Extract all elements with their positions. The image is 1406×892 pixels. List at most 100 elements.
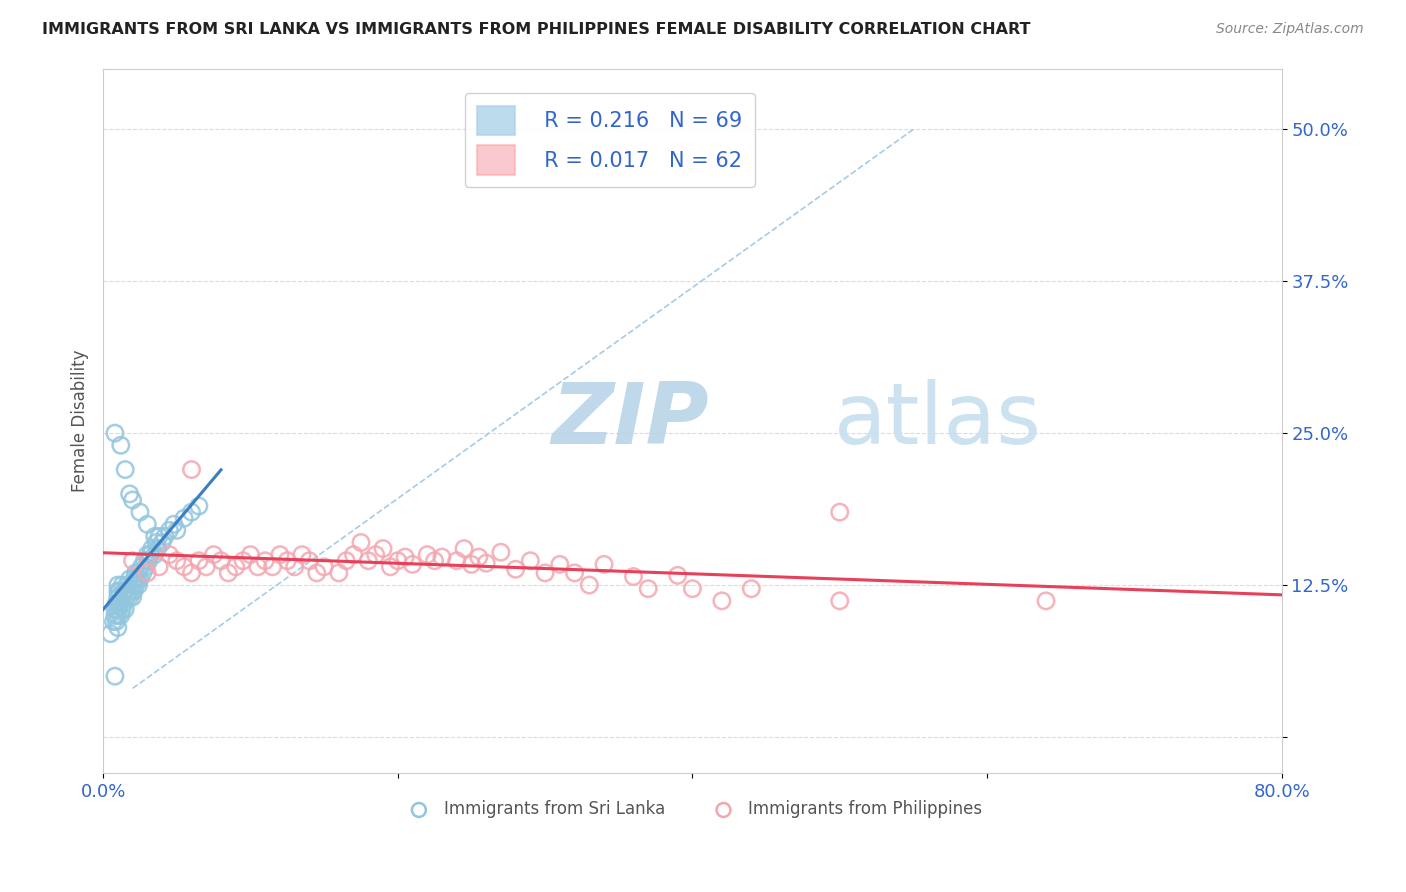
Point bbox=[145, 535, 167, 549]
Point bbox=[121, 578, 143, 592]
Point bbox=[548, 558, 571, 572]
Point bbox=[139, 548, 162, 562]
Point bbox=[107, 584, 129, 599]
Point bbox=[387, 554, 409, 568]
Point bbox=[117, 584, 139, 599]
Point bbox=[342, 548, 364, 562]
Point bbox=[107, 608, 129, 623]
Point bbox=[118, 487, 141, 501]
Point bbox=[110, 596, 132, 610]
Point bbox=[453, 541, 475, 556]
Point bbox=[202, 548, 225, 562]
Point bbox=[143, 529, 166, 543]
Point bbox=[104, 608, 127, 623]
Point bbox=[239, 548, 262, 562]
Point bbox=[159, 548, 181, 562]
Point bbox=[105, 596, 128, 610]
Point bbox=[131, 559, 153, 574]
Point bbox=[108, 584, 131, 599]
Point bbox=[166, 524, 188, 538]
Point bbox=[710, 594, 733, 608]
Point bbox=[118, 591, 141, 605]
Point bbox=[124, 566, 146, 580]
Point bbox=[104, 426, 127, 441]
Point bbox=[593, 558, 616, 572]
Point bbox=[103, 615, 125, 629]
Point bbox=[305, 566, 328, 580]
Point bbox=[121, 493, 143, 508]
Point bbox=[416, 548, 439, 562]
Point bbox=[217, 566, 239, 580]
Point bbox=[136, 566, 159, 580]
Point bbox=[276, 554, 298, 568]
Point bbox=[269, 548, 291, 562]
Point bbox=[225, 559, 247, 574]
Point bbox=[505, 562, 527, 576]
Point bbox=[166, 554, 188, 568]
Point bbox=[129, 572, 152, 586]
Point bbox=[380, 559, 402, 574]
Point bbox=[105, 615, 128, 629]
Point bbox=[135, 559, 157, 574]
Point bbox=[148, 529, 170, 543]
Point bbox=[195, 559, 218, 574]
Point bbox=[107, 602, 129, 616]
Point bbox=[328, 566, 350, 580]
Point bbox=[460, 558, 482, 572]
Point bbox=[127, 578, 149, 592]
Point bbox=[107, 596, 129, 610]
Point bbox=[578, 578, 600, 592]
Point bbox=[138, 554, 160, 568]
Point bbox=[209, 554, 232, 568]
Point bbox=[143, 548, 166, 562]
Point bbox=[423, 554, 446, 568]
Point bbox=[173, 559, 195, 574]
Point bbox=[129, 505, 152, 519]
Point bbox=[108, 596, 131, 610]
Legend: Immigrants from Sri Lanka, Immigrants from Philippines: Immigrants from Sri Lanka, Immigrants fr… bbox=[395, 794, 990, 825]
Text: ZIP: ZIP bbox=[551, 379, 709, 462]
Point bbox=[104, 602, 127, 616]
Point bbox=[740, 582, 762, 596]
Point bbox=[180, 505, 202, 519]
Point bbox=[107, 591, 129, 605]
Point bbox=[394, 550, 416, 565]
Point bbox=[121, 591, 143, 605]
Point bbox=[284, 559, 307, 574]
Point bbox=[335, 554, 357, 568]
Point bbox=[107, 621, 129, 635]
Point bbox=[468, 550, 491, 565]
Point bbox=[564, 566, 586, 580]
Point bbox=[112, 596, 135, 610]
Point bbox=[666, 568, 689, 582]
Point bbox=[125, 572, 148, 586]
Point bbox=[115, 578, 138, 592]
Text: IMMIGRANTS FROM SRI LANKA VS IMMIGRANTS FROM PHILIPPINES FEMALE DISABILITY CORRE: IMMIGRANTS FROM SRI LANKA VS IMMIGRANTS … bbox=[42, 22, 1031, 37]
Point bbox=[291, 548, 314, 562]
Point bbox=[1035, 594, 1057, 608]
Text: Source: ZipAtlas.com: Source: ZipAtlas.com bbox=[1216, 22, 1364, 37]
Point bbox=[180, 566, 202, 580]
Point bbox=[122, 572, 145, 586]
Point bbox=[107, 578, 129, 592]
Point bbox=[132, 566, 155, 580]
Point bbox=[350, 535, 373, 549]
Point bbox=[146, 541, 169, 556]
Point bbox=[136, 548, 159, 562]
Point bbox=[298, 554, 321, 568]
Point bbox=[150, 535, 173, 549]
Point bbox=[637, 582, 659, 596]
Point bbox=[114, 584, 136, 599]
Point bbox=[371, 541, 394, 556]
Point bbox=[104, 669, 127, 683]
Point bbox=[120, 584, 142, 599]
Point bbox=[100, 626, 122, 640]
Point bbox=[173, 511, 195, 525]
Point bbox=[232, 554, 254, 568]
Point bbox=[828, 505, 851, 519]
Point bbox=[118, 572, 141, 586]
Point bbox=[153, 529, 176, 543]
Point bbox=[163, 517, 186, 532]
Y-axis label: Female Disability: Female Disability bbox=[72, 350, 89, 492]
Point bbox=[115, 591, 138, 605]
